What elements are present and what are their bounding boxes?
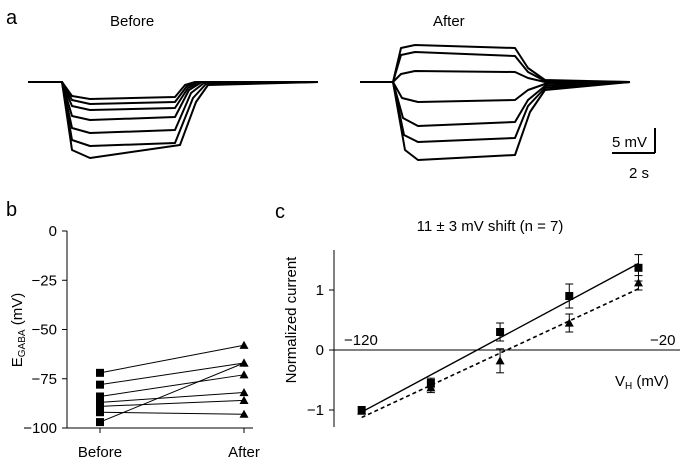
scale-bar-voltage-label: 5 mV (612, 134, 647, 151)
panel-b-after-point (239, 395, 249, 405)
panel-c-square-point (565, 292, 574, 300)
scale-bar-time-label: 2 s (629, 165, 649, 182)
panel-c-triangle-point (564, 318, 574, 327)
panel-c-square-point (496, 328, 505, 336)
panel-c-triangle-point (426, 383, 436, 392)
panel-a-after-label: After (433, 13, 465, 30)
panel-c-y-axis-label: Normalized current (283, 256, 300, 384)
panel-c-triangle-point (633, 278, 643, 287)
panel-b-x-tick-label: Before (78, 444, 122, 461)
panel-b-pair-line (99, 344, 245, 374)
panel-b-y-axis-label: EGABA (mV) (9, 293, 28, 367)
panel-b-y-tick-label: 0 (49, 223, 57, 240)
panel-b-data (96, 340, 249, 427)
panel-c-triangle-point (495, 356, 505, 365)
panel-c-title: 11 ± 3 mV shift (n = 7) (417, 218, 564, 235)
panel-b-after-point (239, 340, 249, 349)
panel-b-letter: b (6, 199, 17, 221)
panel-b-after-point (239, 358, 249, 367)
panel-b-pair-line (99, 362, 245, 423)
panel-b-y-tick-label: −50 (32, 322, 57, 339)
panel-b-pair-line (99, 362, 245, 386)
panel-a-before-label: Before (110, 13, 154, 30)
panel-c-x-left-label: −120 (344, 332, 378, 349)
panel-c-y-tick-label: 0 (316, 342, 324, 359)
panel-c-square-point (634, 263, 643, 272)
panel-b-pair-line (99, 392, 245, 403)
panel-b-before-point (96, 408, 104, 417)
panel-c-y-tick-label: 1 (316, 282, 324, 299)
panel-c-letter: c (275, 201, 285, 223)
panel-b-y-tick-label: −25 (32, 272, 57, 289)
panel-b-before-point (96, 392, 104, 401)
panel-c-data (357, 254, 643, 419)
panel-b-after-point (239, 409, 249, 418)
panel-b-pair-line (99, 374, 245, 397)
panel-b-y-tick-label: −100 (23, 420, 57, 437)
panel-b-before-point (96, 418, 104, 427)
panel-a-letter: a (6, 7, 18, 29)
panel-b-y-tick-label: −75 (32, 371, 57, 388)
panel-c-x-right-label: −20 (650, 332, 675, 349)
panel-c-y-tick-label: −1 (307, 402, 324, 419)
panel-b-x-tick-label: After (228, 444, 260, 461)
panel-c-x-axis-label: VH (mV) (615, 373, 669, 392)
panel-c-triangle-point (357, 406, 367, 415)
panel-c-y-ticks: 1 0 −1 (307, 282, 334, 419)
panel-b-before-point (96, 380, 104, 389)
panel-b-before-point (96, 402, 104, 411)
panel-c-axes (333, 250, 680, 427)
scale-bar (612, 128, 656, 154)
panel-b-after-point (239, 370, 249, 379)
panel-b-x-ticks: Before After (78, 428, 260, 461)
panel-c-fit-line-after (361, 288, 639, 419)
panel-b-before-point (96, 368, 104, 377)
panel-b-pair-line (99, 399, 245, 407)
panel-b-after-point (239, 388, 249, 397)
panel-b-y-ticks: 0 −25 −50 −75 −100 (23, 223, 67, 437)
traces-after (360, 44, 631, 161)
traces-before (28, 81, 319, 159)
